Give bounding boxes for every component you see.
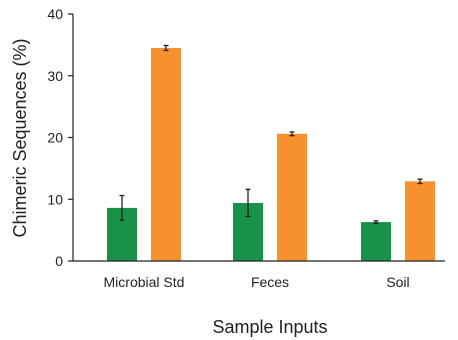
error-bars	[119, 44, 423, 224]
x-tick-label: Microbial Std	[104, 274, 185, 290]
y-tick-label: 10	[47, 191, 63, 207]
bar	[361, 222, 391, 261]
error-bar	[373, 220, 379, 224]
y-axis-ticks: 0 10 20 30 40	[47, 6, 73, 269]
bar	[151, 47, 181, 262]
error-bar	[119, 194, 125, 221]
x-tick-label: Feces	[251, 274, 289, 290]
y-tick-label: 40	[47, 6, 63, 22]
bars	[107, 47, 435, 262]
error-bar	[289, 131, 295, 137]
y-axis-title: Chimeric Sequences (%)	[10, 38, 30, 237]
bar	[277, 133, 307, 261]
y-tick-label: 30	[47, 68, 63, 84]
error-bar	[163, 44, 169, 52]
x-axis-labels: Microbial Std Feces Soil	[104, 274, 410, 290]
y-tick-label: 0	[55, 253, 63, 269]
x-tick-label: Soil	[386, 274, 409, 290]
x-axis-title: Sample Inputs	[212, 317, 327, 337]
error-bar	[245, 188, 251, 218]
error-bar	[417, 178, 423, 185]
y-tick-label: 20	[47, 130, 63, 146]
bar	[405, 181, 435, 261]
